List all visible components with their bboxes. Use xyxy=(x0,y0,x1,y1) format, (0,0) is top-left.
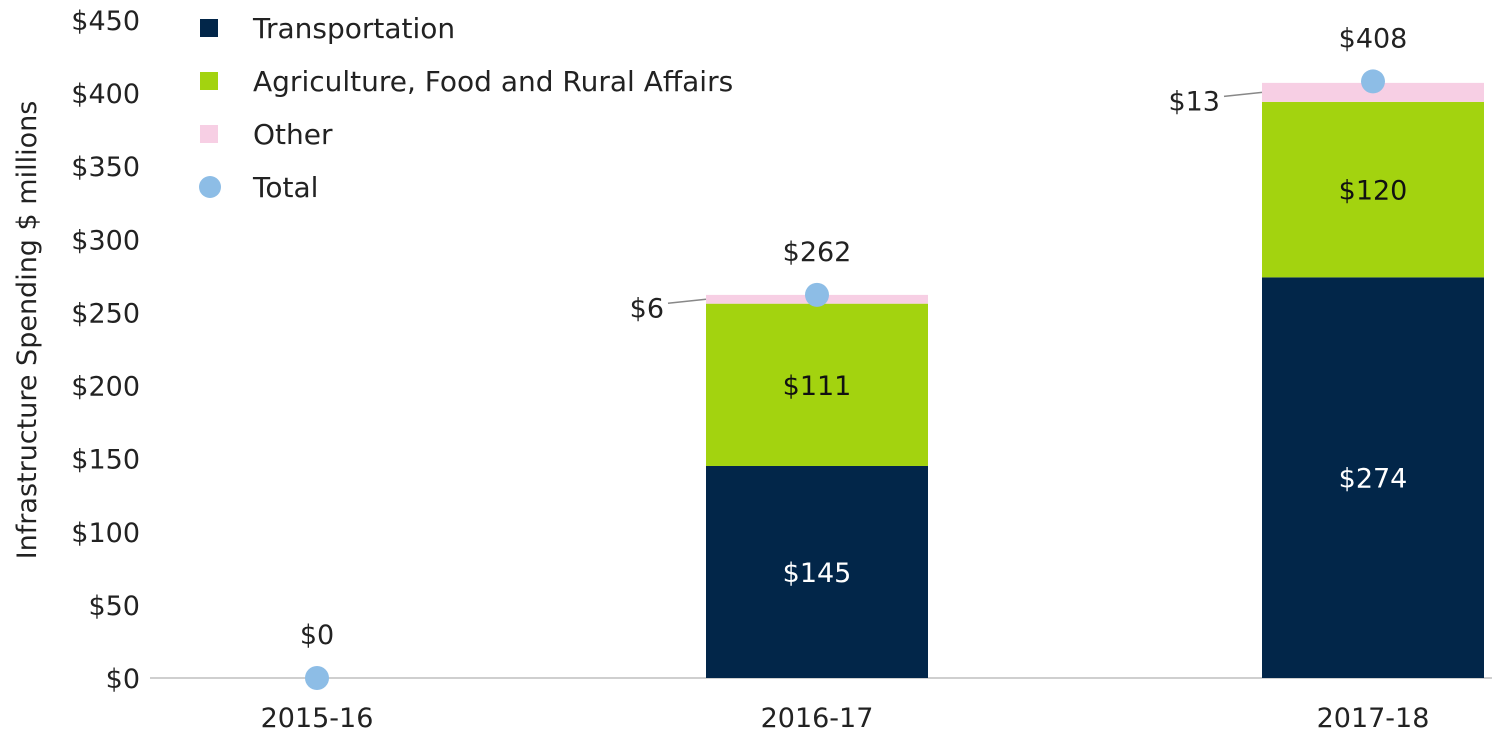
y-tick-label: $450 xyxy=(71,6,140,37)
y-tick-label: $250 xyxy=(71,298,140,329)
y-tick-label: $0 xyxy=(106,664,140,695)
bar-segment-label: $145 xyxy=(783,558,852,589)
bar-segment-label: $120 xyxy=(1339,176,1408,207)
y-tick-label: $400 xyxy=(71,79,140,110)
y-tick-label: $150 xyxy=(71,445,140,476)
x-tick-label: 2015-16 xyxy=(261,703,374,734)
legend-label: Total xyxy=(252,171,318,204)
y-axis-ticks: $0 $50 $100 $150 $200 $250 $300 $350 $400 $450 xyxy=(71,6,140,695)
total-marker xyxy=(305,666,329,690)
legend-swatch xyxy=(200,125,218,143)
y-tick-label: $350 xyxy=(71,152,140,183)
legend-swatch xyxy=(200,19,218,37)
bar-segment-label: $111 xyxy=(783,371,852,402)
legend-swatch xyxy=(200,72,218,90)
bar-segment-label: $13 xyxy=(1168,86,1220,117)
bar-segment xyxy=(1262,101,1484,278)
legend: Transportation Agriculture, Food and Rura… xyxy=(199,12,733,204)
x-tick-label: 2017-18 xyxy=(1317,703,1430,734)
y-tick-label: $100 xyxy=(71,518,140,549)
bars: $0 $145 $111 $6 $262 $274 $120 $13 $408 xyxy=(300,23,1484,690)
total-label: $0 xyxy=(300,620,334,651)
x-tick-label: 2016-17 xyxy=(761,703,874,734)
legend-label: Agriculture, Food and Rural Affairs xyxy=(253,65,733,98)
total-marker xyxy=(805,282,829,307)
total-marker xyxy=(1361,69,1385,94)
legend-label: Other xyxy=(253,118,333,151)
label-leader-line xyxy=(1223,91,1263,98)
legend-swatch xyxy=(199,176,221,198)
y-tick-label: $50 xyxy=(88,591,140,622)
y-tick-label: $200 xyxy=(71,372,140,403)
y-axis-label: Infrastructure Spending $ millions xyxy=(12,101,43,560)
bar-segment xyxy=(1262,277,1484,678)
total-label: $262 xyxy=(783,237,852,268)
bar-segment-label: $274 xyxy=(1339,464,1408,495)
bar-segment-label: $6 xyxy=(630,293,664,324)
legend-label: Transportation xyxy=(252,12,455,45)
x-axis-ticks: 2015-16 2016-17 2017-18 xyxy=(261,703,1430,734)
y-tick-label: $300 xyxy=(71,225,140,256)
label-leader-line xyxy=(667,298,707,305)
bar-segment xyxy=(706,303,928,466)
bar-segment xyxy=(706,465,928,678)
total-label: $408 xyxy=(1339,23,1408,54)
